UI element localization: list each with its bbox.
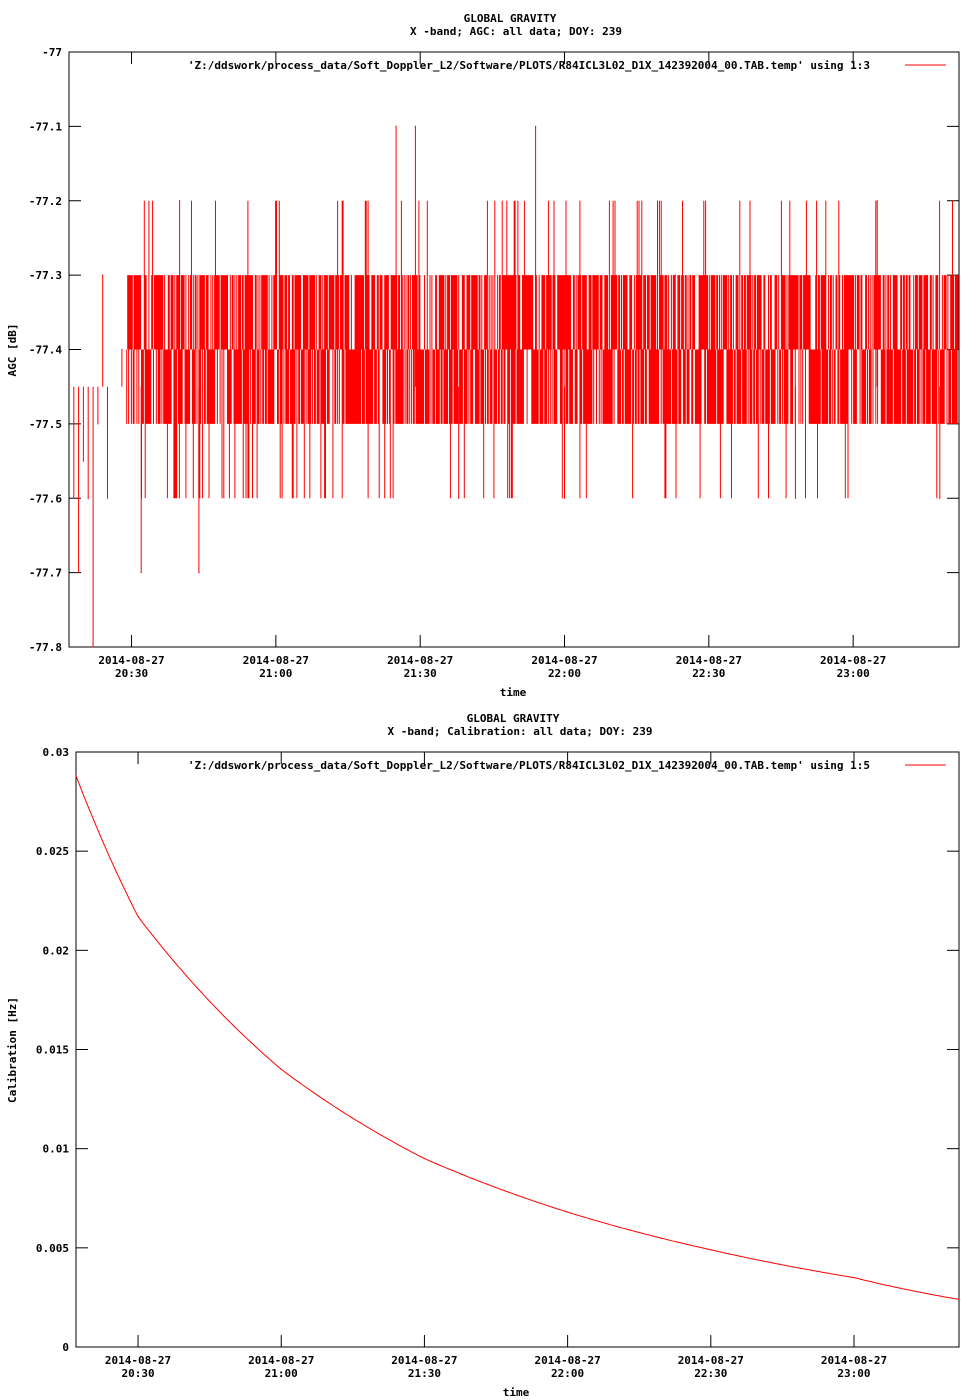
x-tick-label-time: 21:00 xyxy=(265,1367,298,1380)
x-tick-label-time: 23:00 xyxy=(837,1367,870,1380)
data-point xyxy=(280,1068,282,1070)
y-tick-label: 0.01 xyxy=(43,1143,70,1156)
legend-label: 'Z:/ddswork/process_data/Soft_Doppler_L2… xyxy=(188,59,870,72)
x-axis-label: time xyxy=(500,686,527,699)
series-agc-dense xyxy=(126,200,959,499)
data-point xyxy=(710,1249,712,1251)
data-point xyxy=(140,572,142,574)
data-point xyxy=(82,460,85,462)
data-point xyxy=(121,348,123,351)
y-axis-label: Calibration [Hz] xyxy=(6,997,19,1103)
x-tick-label-time: 20:30 xyxy=(115,667,148,680)
chart-panel-agc: GLOBAL GRAVITY X -band; AGC: all data; D… xyxy=(6,12,960,699)
chart-subtitle: X -band; AGC: all data; DOY: 239 xyxy=(410,25,622,38)
y-tick-label: -77.1 xyxy=(29,120,62,133)
y-tick-label: -77.8 xyxy=(29,641,62,654)
x-tick-label-date: 2014-08-27 xyxy=(387,654,453,667)
data-point xyxy=(958,1298,960,1300)
y-tick-label: 0.005 xyxy=(36,1242,69,1255)
chart-title: GLOBAL GRAVITY xyxy=(464,12,557,25)
x-tick-label-date: 2014-08-27 xyxy=(676,654,742,667)
plot-area: 0.030.0250.020.0150.010.00502014-08-2720… xyxy=(36,746,960,1380)
x-tick-label-date: 2014-08-27 xyxy=(391,1354,457,1367)
x-tick-label-date: 2014-08-27 xyxy=(534,1354,600,1367)
x-tick-label-time: 22:30 xyxy=(692,667,725,680)
data-point xyxy=(414,125,416,127)
data-point xyxy=(92,646,94,648)
data-point xyxy=(106,497,109,499)
data-point xyxy=(563,497,566,499)
data-point xyxy=(423,1157,426,1160)
x-tick-label-date: 2014-08-27 xyxy=(105,1354,171,1367)
chart-subtitle: X -band; Calibration: all data; DOY: 239 xyxy=(388,725,653,738)
x-tick-label-time: 22:00 xyxy=(548,667,581,680)
x-tick-label-date: 2014-08-27 xyxy=(243,654,309,667)
data-point xyxy=(939,497,941,499)
y-tick-label: -77 xyxy=(42,46,62,59)
data-point xyxy=(395,125,397,127)
data-point xyxy=(674,274,676,276)
y-tick-label: 0.015 xyxy=(36,1044,69,1057)
x-tick-label-time: 20:30 xyxy=(121,1367,154,1380)
x-tick-label-time: 21:30 xyxy=(404,667,437,680)
x-tick-label-date: 2014-08-27 xyxy=(821,1354,887,1367)
data-point xyxy=(953,348,955,351)
x-tick-label-date: 2014-08-27 xyxy=(248,1354,314,1367)
data-point xyxy=(794,497,797,499)
y-tick-label: 0.02 xyxy=(43,944,70,957)
chart-title: GLOBAL GRAVITY xyxy=(467,712,560,725)
data-point xyxy=(102,274,104,276)
y-tick-label: -77.4 xyxy=(29,344,62,357)
x-tick-label-time: 22:30 xyxy=(694,1367,727,1380)
data-point xyxy=(75,775,77,777)
x-tick-label-date: 2014-08-27 xyxy=(98,654,164,667)
y-tick-label: -77.3 xyxy=(29,269,62,282)
y-tick-label: -77.2 xyxy=(29,195,62,208)
series-calibration-line xyxy=(75,775,960,1300)
data-point xyxy=(198,572,200,574)
legend-label: 'Z:/ddswork/process_data/Soft_Doppler_L2… xyxy=(188,759,870,772)
data-point xyxy=(853,1276,855,1279)
data-point xyxy=(876,200,878,202)
data-point xyxy=(97,423,99,425)
y-tick-label: -77.7 xyxy=(29,567,62,580)
y-axis-label: AGC [dB] xyxy=(6,324,19,377)
data-point xyxy=(535,125,537,127)
data-point xyxy=(73,497,75,499)
x-axis-label: time xyxy=(503,1386,530,1399)
x-tick-label-date: 2014-08-27 xyxy=(531,654,597,667)
x-tick-label-date: 2014-08-27 xyxy=(820,654,886,667)
data-point xyxy=(78,572,80,574)
x-tick-label-time: 22:00 xyxy=(551,1367,584,1380)
data-point xyxy=(87,497,89,499)
y-tick-label: -77.5 xyxy=(29,418,62,431)
y-tick-label: 0 xyxy=(62,1341,69,1354)
x-tick-label-time: 23:00 xyxy=(837,667,870,680)
data-point xyxy=(137,916,139,918)
x-tick-label-time: 21:00 xyxy=(259,667,292,680)
plot-area: -77 -77.1 -77.2 -77.3 -77.4 -77.5 -77.6 -77.7 -7… xyxy=(29,46,960,680)
data-point xyxy=(567,1211,569,1213)
data-point xyxy=(179,200,181,202)
y-tick-label: 0.025 xyxy=(36,845,69,858)
data-point xyxy=(458,497,460,499)
data-point xyxy=(68,386,70,388)
series-agc-excursions xyxy=(73,126,955,647)
x-tick-label-date: 2014-08-27 xyxy=(678,1354,744,1367)
chart-panel-calibration: GLOBAL GRAVITY X -band; Calibration: all… xyxy=(6,712,960,1399)
y-tick-label: -77.6 xyxy=(29,492,62,505)
y-tick-label: 0.03 xyxy=(43,746,70,759)
x-tick-label-time: 21:30 xyxy=(408,1367,441,1380)
